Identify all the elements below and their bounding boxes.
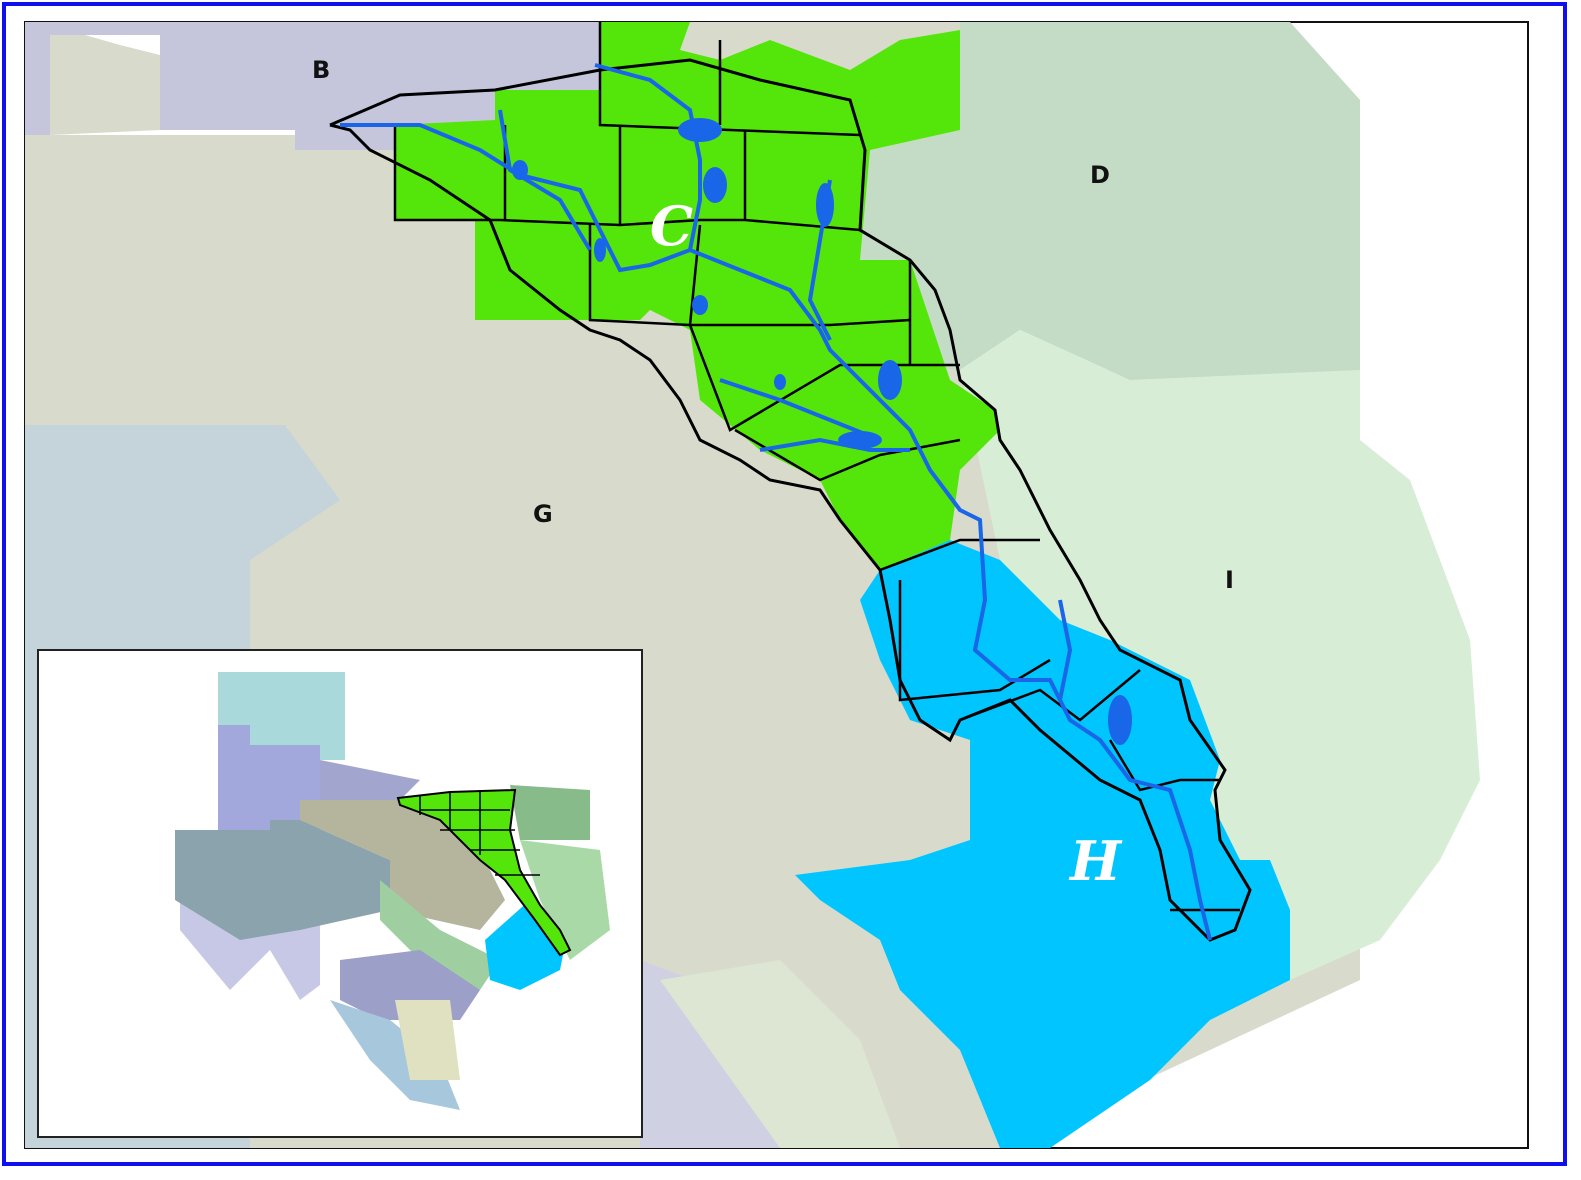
region-I bbox=[960, 330, 1480, 980]
label-region-G: G bbox=[533, 500, 553, 528]
region-D bbox=[860, 22, 1360, 380]
label-region-C: C bbox=[650, 194, 693, 258]
region-south-green bbox=[660, 960, 900, 1148]
region-H bbox=[795, 540, 1290, 1148]
lakes bbox=[512, 118, 1132, 745]
label-region-B: B bbox=[312, 56, 330, 84]
inset-map bbox=[37, 649, 643, 1138]
region-G-panhandle bbox=[50, 35, 160, 135]
label-region-H: H bbox=[1068, 829, 1123, 893]
map-frame bbox=[2, 2, 1567, 1166]
label-region-I: I bbox=[1225, 566, 1234, 594]
rivers bbox=[340, 63, 1212, 941]
label-region-D: D bbox=[1090, 161, 1110, 189]
basin-outline bbox=[329, 58, 1252, 942]
region-B bbox=[25, 22, 600, 150]
